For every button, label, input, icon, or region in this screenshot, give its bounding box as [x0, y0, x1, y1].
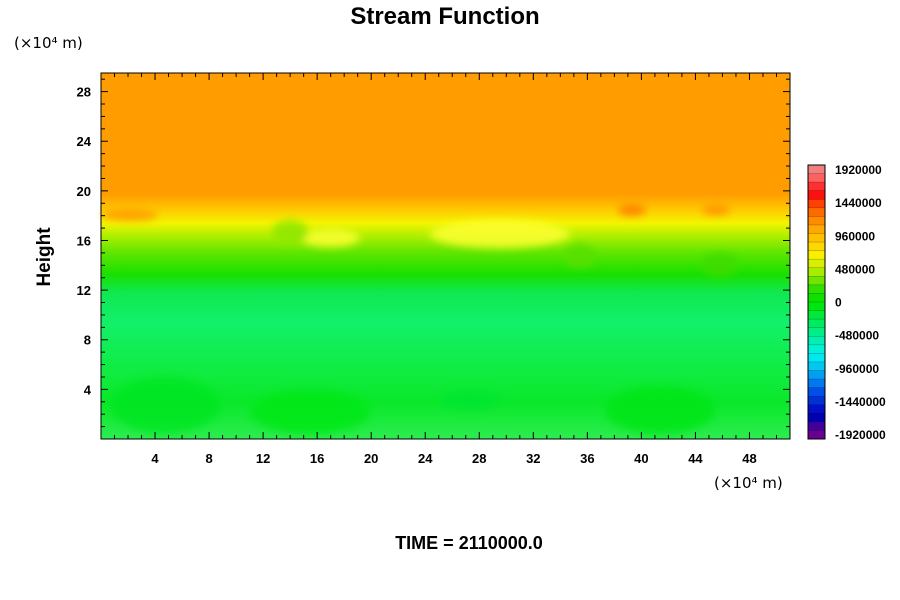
x-tick-label: 12	[256, 451, 270, 466]
tick-marks	[101, 73, 790, 439]
colorbar-cell	[808, 413, 825, 423]
colorbar-cell	[808, 302, 825, 312]
colorbar-cell	[808, 379, 825, 389]
x-tick-label: 16	[310, 451, 324, 466]
colorbar-cells	[808, 165, 825, 440]
x-tick-label: 28	[472, 451, 486, 466]
colorbar-cell	[808, 259, 825, 269]
colorbar-cell	[808, 387, 825, 397]
x-tick-label: 8	[205, 451, 212, 466]
x-tick-label: 20	[364, 451, 378, 466]
y-axis-title: Height	[34, 227, 55, 287]
colorbar-cell	[808, 224, 825, 234]
colorbar-label: -1920000	[835, 428, 886, 442]
y-tick-labels: 4 8 12 16 20 24 28	[77, 85, 92, 398]
x-tick-label: 4	[151, 451, 159, 466]
y-tick-label: 12	[77, 283, 91, 298]
colorbar-label: 0	[835, 296, 842, 310]
colorbar-label: 480000	[835, 262, 875, 276]
contour-features	[102, 204, 738, 434]
colorbar-cell	[808, 327, 825, 337]
time-footer: TIME = 2110000.0	[395, 533, 543, 553]
colorbar-cell	[808, 276, 825, 286]
colorbar-cell	[808, 173, 825, 183]
x-tick-label: 32	[526, 451, 540, 466]
colorbar-label: -960000	[835, 362, 879, 376]
y-tick-label: 24	[77, 134, 92, 149]
colorbar-cell	[808, 344, 825, 354]
y-tick-label: 28	[77, 85, 91, 100]
plot-frame	[100, 72, 791, 440]
colorbar-cell	[808, 396, 825, 406]
colorbar-cell	[808, 370, 825, 380]
colorbar-cell	[808, 267, 825, 277]
colorbar-cell	[808, 293, 825, 303]
x-tick-label: 40	[634, 451, 648, 466]
x-tick-label: 48	[742, 451, 756, 466]
colorbar-frame	[807, 164, 826, 440]
colorbar-cell	[808, 199, 825, 209]
colorbar-labels: 1920000 1440000 960000 480000 0 -480000 -96000…	[835, 163, 886, 442]
chart-title: Stream Function	[350, 3, 539, 30]
x-tick-label: 36	[580, 451, 594, 466]
colorbar-cell	[808, 361, 825, 371]
colorbar-cell	[808, 207, 825, 217]
colorbar-label: 1920000	[835, 163, 882, 177]
colorbar-cell	[808, 319, 825, 329]
colorbar-cell	[808, 165, 825, 175]
colorbar-cell	[808, 336, 825, 346]
x-tick-label: 24	[418, 451, 433, 466]
colorbar-cell	[808, 310, 825, 320]
y-tick-label: 4	[84, 382, 92, 397]
colorbar-cell	[808, 353, 825, 363]
y-tick-label: 20	[77, 184, 91, 199]
contour-field	[101, 73, 790, 439]
colorbar-label: -1440000	[835, 395, 886, 409]
y-tick-label: 16	[77, 233, 91, 248]
x-tick-label: 44	[688, 451, 703, 466]
colorbar-cell	[808, 430, 825, 440]
colorbar-cell	[808, 216, 825, 226]
x-tick-labels: 4 8 12 16 20 24 28 32 36 40 44 48	[151, 451, 756, 466]
y-unit-label: (×10⁴ m)	[14, 34, 83, 52]
colorbar-label: -480000	[835, 329, 879, 343]
colorbar-cell	[808, 404, 825, 414]
colorbar-cell	[808, 284, 825, 294]
colorbar-cell	[808, 190, 825, 200]
colorbar-cell	[808, 233, 825, 243]
colorbar-cell	[808, 182, 825, 192]
colorbar-cell	[808, 242, 825, 252]
colorbar-label: 960000	[835, 229, 875, 243]
colorbar-label: 1440000	[835, 196, 882, 210]
colorbar: 1920000 1440000 960000 480000 0 -480000 -96000…	[807, 163, 886, 442]
x-unit-label: (×10⁴ m)	[714, 474, 783, 492]
colorbar-cell	[808, 250, 825, 260]
colorbar-cell	[808, 421, 825, 431]
y-tick-label: 8	[84, 333, 91, 348]
